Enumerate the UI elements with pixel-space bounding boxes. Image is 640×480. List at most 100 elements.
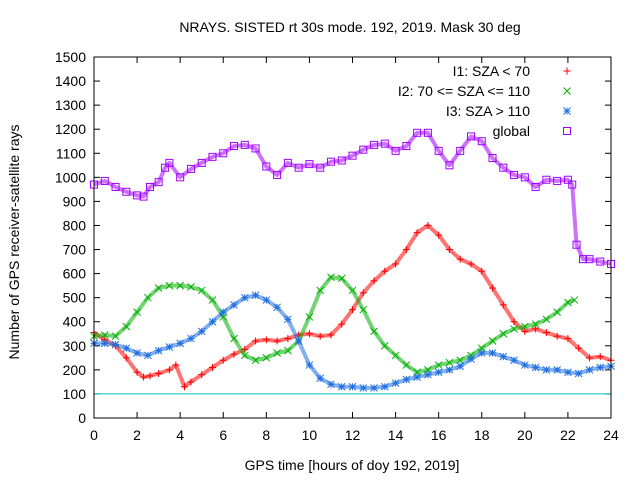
data-point bbox=[520, 361, 529, 369]
data-point bbox=[520, 322, 529, 331]
data-point bbox=[510, 318, 518, 326]
series-trace bbox=[92, 223, 612, 389]
data-point bbox=[283, 158, 292, 167]
data-point bbox=[251, 291, 260, 300]
data-point bbox=[531, 320, 540, 328]
data-point bbox=[161, 163, 170, 172]
y-tick-label: 1300 bbox=[55, 97, 86, 113]
data-point bbox=[187, 334, 195, 343]
data-point bbox=[230, 334, 238, 343]
data-point bbox=[585, 366, 594, 374]
data-point bbox=[596, 353, 604, 361]
y-tick-label: 200 bbox=[63, 362, 87, 378]
y-tick-label: 300 bbox=[63, 338, 87, 354]
x-tick-label: 2 bbox=[133, 427, 141, 443]
data-point bbox=[122, 322, 131, 331]
data-point bbox=[219, 308, 228, 316]
x-tick-label: 20 bbox=[517, 427, 533, 443]
data-point bbox=[553, 366, 561, 374]
data-point bbox=[305, 361, 314, 369]
data-point bbox=[154, 284, 163, 292]
data-point bbox=[585, 354, 593, 362]
data-point bbox=[391, 146, 400, 155]
x-tick-label: 10 bbox=[302, 427, 318, 443]
data-point bbox=[273, 337, 281, 345]
y-tick-label: 1400 bbox=[55, 73, 86, 89]
data-point bbox=[208, 152, 217, 161]
y-tick-label: 400 bbox=[63, 314, 87, 330]
data-point bbox=[165, 366, 173, 374]
data-point bbox=[391, 351, 400, 360]
data-point bbox=[510, 325, 518, 333]
series-trace bbox=[93, 275, 576, 375]
data-point bbox=[370, 277, 378, 285]
data-point bbox=[564, 368, 572, 377]
data-point bbox=[435, 231, 443, 239]
data-point bbox=[305, 313, 314, 321]
data-point bbox=[359, 384, 368, 392]
data-point bbox=[499, 301, 507, 309]
y-tick-label: 700 bbox=[63, 242, 87, 258]
chart-title: NRAYS. SISTED rt 30s mode. 192, 2019. Ma… bbox=[179, 19, 520, 35]
data-point bbox=[434, 368, 443, 377]
data-point bbox=[144, 293, 152, 302]
data-point bbox=[219, 356, 227, 364]
data-point bbox=[180, 383, 188, 391]
data-point bbox=[111, 332, 120, 341]
data-point bbox=[574, 369, 583, 378]
data-point bbox=[380, 341, 389, 350]
data-point bbox=[187, 378, 195, 386]
data-point bbox=[251, 356, 260, 365]
data-point bbox=[456, 255, 464, 263]
data-point bbox=[564, 298, 572, 307]
data-point bbox=[553, 332, 561, 340]
data-point bbox=[122, 344, 131, 353]
data-point bbox=[176, 173, 185, 182]
data-point bbox=[402, 375, 411, 384]
data-point bbox=[542, 315, 551, 324]
x-tick-label: 4 bbox=[176, 427, 184, 443]
y-tick-label: 600 bbox=[63, 266, 87, 282]
data-point bbox=[510, 356, 518, 365]
data-point bbox=[165, 343, 174, 351]
data-point bbox=[327, 380, 335, 389]
series-3 bbox=[90, 291, 615, 392]
data-point bbox=[284, 315, 292, 324]
y-tick-label: 100 bbox=[63, 386, 87, 402]
data-point bbox=[424, 221, 432, 229]
data-point bbox=[402, 142, 411, 151]
data-point bbox=[294, 337, 303, 345]
data-point bbox=[570, 296, 579, 304]
legend-label: I2: 70 <= SZA <= 110 bbox=[398, 83, 530, 99]
data-point bbox=[445, 161, 454, 170]
data-point bbox=[198, 371, 206, 379]
x-tick-label: 6 bbox=[219, 427, 227, 443]
y-tick-label: 900 bbox=[63, 193, 87, 209]
data-point bbox=[273, 170, 282, 179]
data-point bbox=[100, 339, 109, 348]
data-point bbox=[564, 335, 572, 343]
y-axis-label: Number of GPS receiver-satellite rays bbox=[6, 125, 22, 360]
data-point bbox=[111, 182, 120, 191]
data-point bbox=[542, 175, 551, 184]
data-point bbox=[596, 363, 605, 372]
data-point bbox=[111, 340, 120, 349]
data-point bbox=[466, 132, 475, 141]
x-axis-ticks: 0 2 4 6 8 10 12 14 16 18 20 22 24 bbox=[90, 57, 619, 443]
data-point bbox=[445, 366, 454, 374]
legend-label: I3: SZA > 110 bbox=[446, 103, 530, 119]
y-tick-label: 0 bbox=[78, 410, 86, 426]
data-point bbox=[154, 346, 163, 355]
data-point bbox=[327, 273, 335, 282]
data-point bbox=[532, 325, 540, 333]
y-tick-label: 500 bbox=[63, 290, 87, 306]
y-tick-label: 1200 bbox=[55, 121, 86, 137]
data-point bbox=[434, 146, 443, 155]
data-point bbox=[273, 303, 281, 312]
data-point bbox=[154, 178, 163, 187]
data-point bbox=[337, 156, 346, 165]
x-axis-label: GPS time [hours of doy 192, 2019] bbox=[245, 457, 460, 473]
legend-marker bbox=[563, 107, 571, 115]
data-point bbox=[391, 379, 400, 387]
data-point bbox=[133, 191, 142, 200]
